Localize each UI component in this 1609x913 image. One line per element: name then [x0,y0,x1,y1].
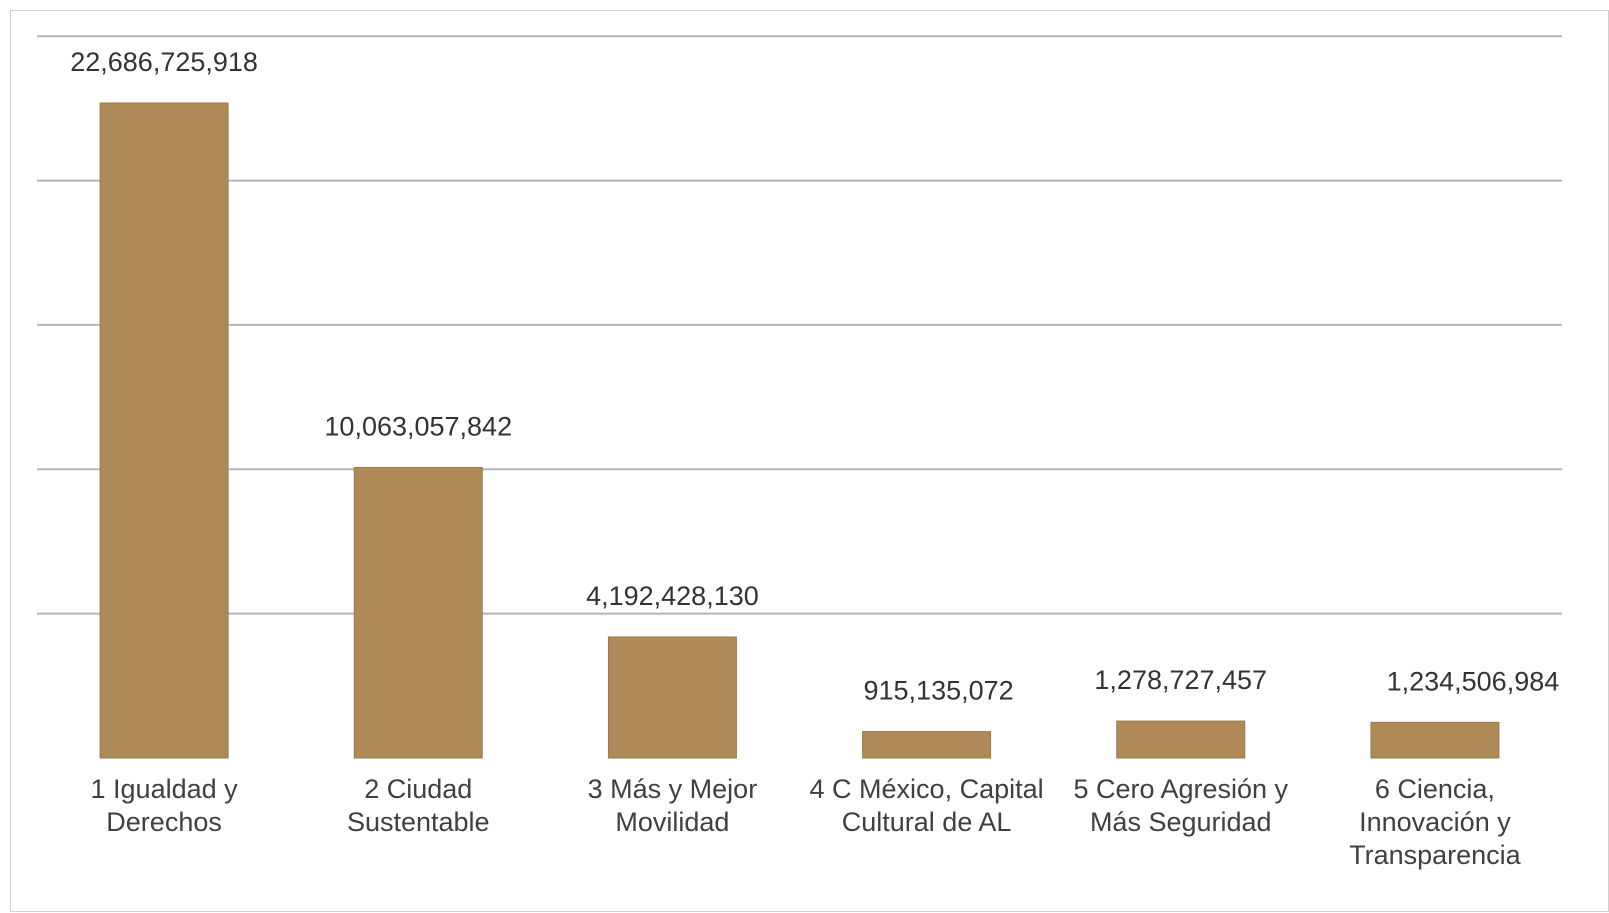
bars [99,102,1500,759]
category-label-line: 1 Igualdad y [91,774,239,804]
value-labels: 22,686,725,918 10,063,057,842 4,192,428,13… [70,47,1559,706]
category-label-line: Transparencia [1349,840,1522,870]
category-labels: 1 Igualdad y Derechos 2 Ciudad Sustentable 3… [91,774,1522,870]
category-label-2: 2 Ciudad Sustentable [347,774,490,837]
category-label-line: 3 Más y Mejor [588,774,758,804]
bar-5 [1116,720,1246,759]
value-label-5: 1,278,727,457 [1094,665,1267,695]
category-label-5: 5 Cero Agresión y Más Seguridad [1073,774,1288,837]
bar-6 [1370,721,1500,759]
category-label-line: Innovación y [1359,807,1511,837]
category-label-line: Cultural de AL [842,807,1012,837]
gridlines [37,35,1562,615]
category-label-1: 1 Igualdad y Derechos [91,774,239,837]
category-label-line: 4 C México, Capital [810,774,1044,804]
bar-1 [99,102,229,759]
bar-4 [862,731,992,759]
category-label-line: 2 Ciudad [364,774,472,804]
category-label-4: 4 C México, Capital Cultural de AL [810,774,1044,837]
value-label-3: 4,192,428,130 [586,581,759,611]
category-label-line: Más Seguridad [1090,807,1272,837]
category-label-line: Derechos [106,807,222,837]
category-label-line: 5 Cero Agresión y [1073,774,1288,804]
value-label-1: 22,686,725,918 [70,47,258,77]
category-label-line: Movilidad [615,807,729,837]
category-label-line: 6 Ciencia, [1375,774,1495,804]
bar-chart: 22,686,725,918 10,063,057,842 4,192,428,13… [37,35,1562,870]
value-label-2: 10,063,057,842 [324,411,512,441]
category-label-3: 3 Más y Mejor Movilidad [588,774,758,837]
value-label-6: 1,234,506,984 [1387,666,1560,696]
value-label-4: 915,135,072 [864,676,1014,706]
bar-2 [353,466,483,759]
category-label-6: 6 Ciencia, Innovación y Transparencia [1349,774,1522,870]
bar-3 [607,636,737,759]
category-label-line: Sustentable [347,807,490,837]
chart-frame: 22,686,725,918 10,063,057,842 4,192,428,13… [10,10,1609,912]
